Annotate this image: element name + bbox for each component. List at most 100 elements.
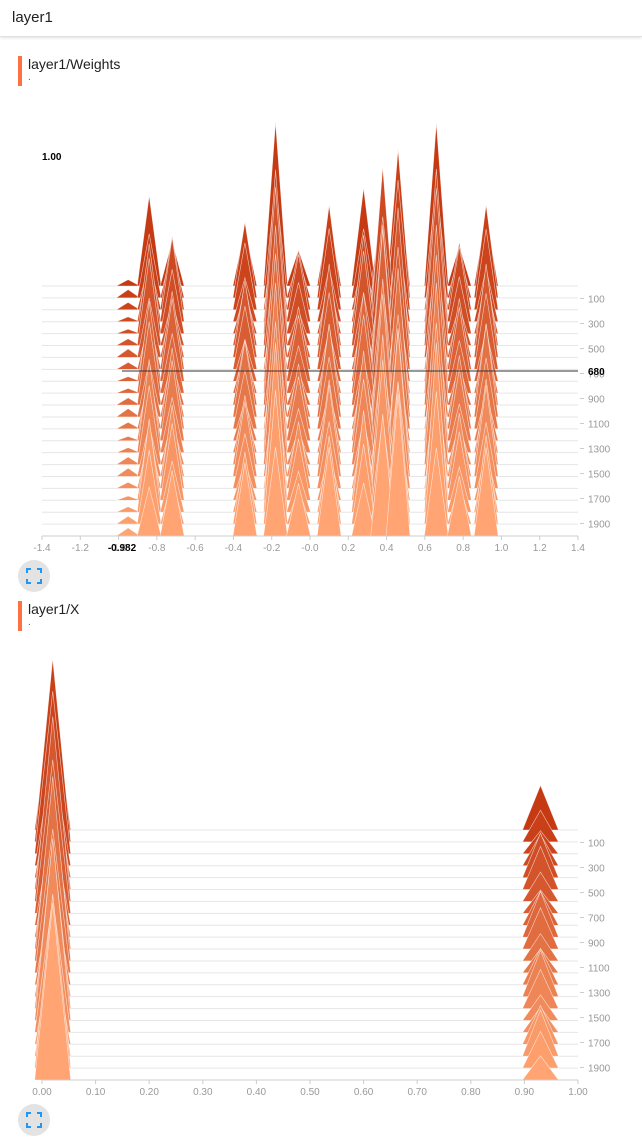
- x-histogram-chart[interactable]: 0.00 0.10 0.20 0.30 0.40 0.50 0.60 0.70 0.80 0.90…: [0, 640, 642, 1102]
- histogram-layer: [115, 393, 499, 537]
- x-tick-label: 0.60: [354, 1087, 374, 1098]
- histogram-bin: [116, 495, 141, 501]
- x-tick-label: -1.4: [33, 543, 51, 554]
- step-tick-label: 900: [588, 939, 605, 950]
- expand-icon: [26, 568, 42, 584]
- histogram-layer: [34, 833, 559, 938]
- x-tick-label: -0.0: [301, 543, 319, 554]
- step-tick-label: 1700: [588, 1039, 611, 1050]
- step-tick-label: 500: [588, 345, 605, 356]
- step-tick-label: 1900: [588, 520, 611, 531]
- hover-x-label: -0.982: [108, 543, 137, 554]
- x-tick-label: -1.0: [110, 543, 128, 554]
- x-tick-label: 0.80: [461, 1087, 481, 1098]
- title-accent-bar: [18, 601, 22, 631]
- histogram-layer: [34, 824, 559, 926]
- step-tick-label: 1700: [588, 495, 611, 506]
- step-tick-label: 1500: [588, 470, 611, 481]
- histogram-layer: [34, 740, 559, 890]
- histogram-layer: [34, 898, 560, 1033]
- title-accent-bar: [18, 56, 22, 86]
- x-tick-label: 0.40: [247, 1087, 267, 1098]
- histogram-layer: [34, 885, 559, 997]
- step-tick-label: 1500: [588, 1014, 611, 1025]
- x-tick-label: -0.6: [187, 543, 205, 554]
- histogram-layer: [34, 902, 560, 1081]
- x-tick-label: 1.2: [533, 543, 547, 554]
- histogram-layer: [34, 691, 559, 831]
- histogram-bin: [115, 515, 142, 525]
- x-tick-label: 0.6: [418, 543, 432, 554]
- histogram-bin: [115, 301, 142, 311]
- chart-2-title: layer1/X: [28, 601, 80, 617]
- x-tick-label: 0.30: [193, 1087, 213, 1098]
- step-tick-label: 700: [588, 370, 605, 381]
- x-tick-label: 0.00: [32, 1087, 52, 1098]
- weights-histogram-chart[interactable]: -1.4 -1.2 -1.0 -0.8 -0.6 -0.4 -0.2 -0.0 0.2 0.4 0.…: [0, 96, 642, 566]
- step-tick-label: 300: [588, 864, 605, 875]
- histogram-bin: [115, 348, 142, 358]
- histogram-bin: [116, 328, 141, 334]
- x-tick-label: 0.70: [407, 1087, 427, 1098]
- x-tick-label: 0.4: [380, 543, 394, 554]
- histogram-layer: [34, 658, 559, 843]
- page-header: layer1: [0, 0, 642, 37]
- step-tick-label: 1300: [588, 989, 611, 1000]
- x-tick-label: 0.20: [139, 1087, 159, 1098]
- hover-step-label: 680: [588, 367, 605, 378]
- step-tick-label: 300: [588, 320, 605, 331]
- x-tick-label: 0.10: [86, 1087, 106, 1098]
- histogram-bin: [115, 338, 142, 346]
- x-tick-label: -0.2: [263, 543, 281, 554]
- x-tick-label: 0.2: [341, 543, 355, 554]
- histogram-bin: [115, 527, 142, 537]
- hover-value-label: 1.00: [42, 152, 62, 163]
- step-tick-label: 100: [588, 839, 605, 850]
- expand-chart-2-button[interactable]: [18, 1104, 50, 1136]
- step-tick-label: 1300: [588, 445, 611, 456]
- step-tick-label: 500: [588, 889, 605, 900]
- chart-1-subtitle: .: [28, 72, 31, 83]
- histogram-bin: [115, 289, 142, 299]
- histogram-bin: [115, 361, 142, 370]
- histogram-bin: [116, 376, 141, 382]
- histogram-layer: [34, 759, 560, 914]
- histogram-bin: [116, 447, 141, 453]
- histogram-layer: [34, 779, 559, 878]
- histogram-bin: [116, 506, 141, 513]
- step-tick-label: 100: [588, 295, 605, 306]
- chart-2-subtitle: .: [28, 617, 31, 628]
- x-tick-label: -1.2: [72, 543, 90, 554]
- x-tick-label: 1.4: [571, 543, 585, 554]
- histogram-layer: [34, 894, 559, 1069]
- histogram-layer: [34, 776, 560, 962]
- histogram-bin: [115, 467, 142, 477]
- histogram-bin: [115, 397, 142, 406]
- x-tick-label: -0.4: [225, 543, 243, 554]
- histogram-layer: [34, 716, 560, 902]
- expand-icon: [26, 1112, 42, 1128]
- histogram-bin: [116, 316, 141, 323]
- step-tick-label: 1100: [588, 964, 610, 975]
- expand-chart-1-button[interactable]: [18, 560, 50, 592]
- step-tick-label: 1900: [588, 1064, 611, 1075]
- x-tick-label: 1.0: [494, 543, 508, 554]
- histogram-layer: [34, 691, 560, 855]
- histogram-bin: [116, 388, 141, 394]
- x-tick-label: -0.8: [148, 543, 166, 554]
- chart-1-title: layer1/Weights: [28, 56, 121, 72]
- step-tick-label: 700: [588, 914, 605, 925]
- histogram-bin: [116, 279, 141, 287]
- histogram-bin: [116, 436, 141, 442]
- category-title[interactable]: layer1: [12, 9, 53, 26]
- histogram-bin: [115, 421, 141, 430]
- x-tick-label: 0.50: [300, 1087, 320, 1098]
- x-tick-label: 1.00: [568, 1087, 588, 1098]
- step-tick-label: 1100: [588, 420, 610, 431]
- histogram-layer: [34, 951, 559, 1045]
- x-tick-label: 0.90: [515, 1087, 535, 1098]
- histogram-bin: [116, 481, 141, 489]
- histogram-bin: [115, 408, 142, 418]
- histogram-bin: [115, 456, 142, 465]
- x-tick-label: 0.8: [456, 543, 470, 554]
